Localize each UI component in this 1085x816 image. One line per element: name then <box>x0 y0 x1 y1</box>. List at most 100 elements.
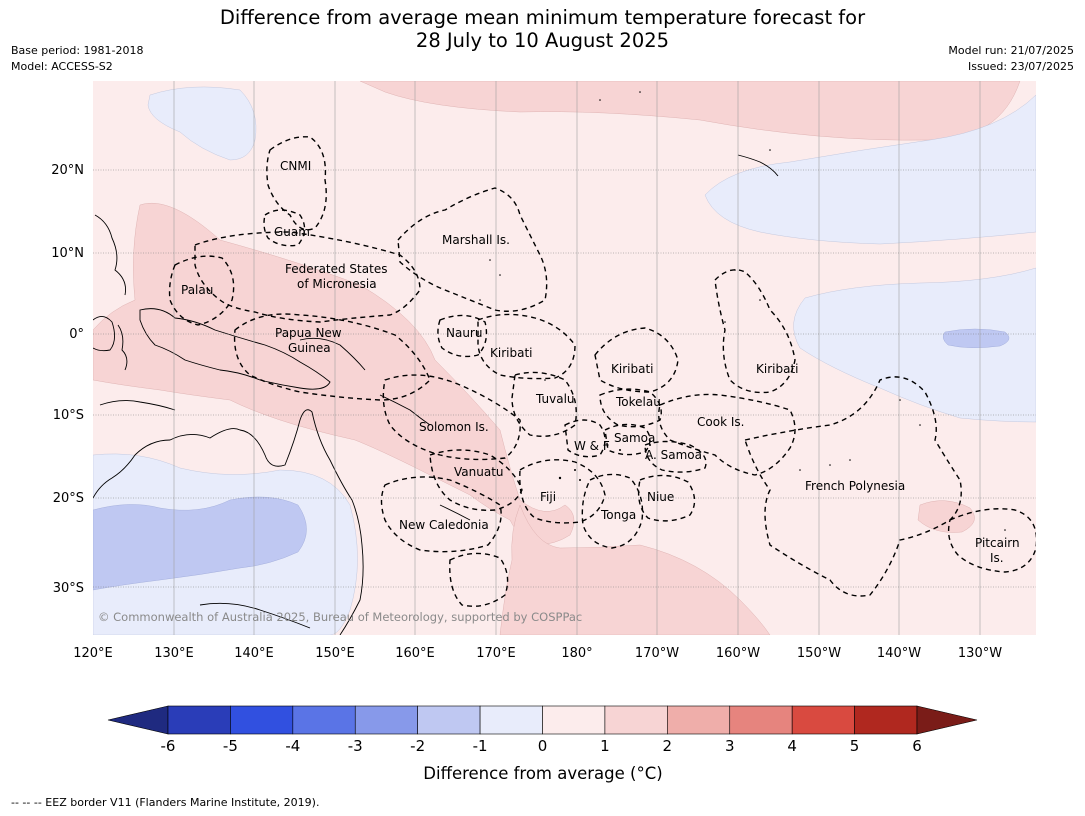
colorbar-tick-label: 2 <box>663 737 673 755</box>
cool-anomaly-strong-southwest <box>93 496 307 591</box>
land-nz-tip <box>199 602 311 629</box>
colorbar-tick-label: -3 <box>348 737 363 755</box>
eez-wallis-futuna <box>564 419 606 458</box>
land-philippines <box>94 214 126 296</box>
eez-png <box>233 313 431 401</box>
label-niue: Niue <box>647 490 674 504</box>
label-fsm-2: of Micronesia <box>297 277 377 291</box>
lon-label: 150°W <box>797 646 841 661</box>
eez-pitcairn <box>947 508 1036 573</box>
label-tokelau: Tokelau <box>615 395 661 409</box>
label-pitcairn-2: Is. <box>990 551 1004 565</box>
lat-tick-labels: 20°N 10°N 0° 10°S 20°S 30°S <box>51 163 84 596</box>
land-hawaii <box>737 154 779 177</box>
colorbar: -6 -5 -4 -3 -2 -1 0 1 2 3 4 5 6 Difference from aver… <box>107 705 978 783</box>
land-new-caledonia <box>439 504 471 521</box>
colorbar-cell <box>417 705 481 735</box>
forecast-map: CNMI Guam Marshall Is. Federated States … <box>51 81 1036 783</box>
label-wallis-futuna: W & F <box>574 439 610 453</box>
copyright-notice: © Commonwealth of Australia 2025, Bureau… <box>98 610 582 624</box>
land-timor <box>99 400 176 411</box>
lat-label: 10°S <box>53 408 84 423</box>
eez-kiribati-phoenix <box>594 327 679 393</box>
label-vanuatu: Vanuatu <box>454 465 504 479</box>
label-fsm-1: Federated States <box>285 262 387 276</box>
land-australia <box>93 409 364 635</box>
lon-label: 160°W <box>716 646 760 661</box>
label-guam: Guam <box>274 225 310 239</box>
colorbar-cell <box>854 705 918 735</box>
colorbar-tick-label: 0 <box>538 737 548 755</box>
label-french-polynesia: French Polynesia <box>805 479 905 493</box>
colorbar-cell <box>479 705 543 735</box>
eez-marshall <box>397 187 548 312</box>
title-line-1: Difference from average mean minimum tem… <box>219 6 866 29</box>
lon-label: 140°W <box>877 646 921 661</box>
colorbar-cell <box>167 705 231 735</box>
colorbar-tick-label: 5 <box>850 737 860 755</box>
lat-label: 30°S <box>53 581 84 596</box>
lat-label: 10°N <box>51 246 84 261</box>
colorbar-cell <box>230 705 294 735</box>
gridlines <box>173 81 981 635</box>
chart-title: Difference from average mean minimum tem… <box>0 6 1085 52</box>
lat-label: 20°N <box>51 163 84 178</box>
colorbar-title: Difference from average (°C) <box>423 764 662 783</box>
map-area: CNMI Guam Marshall Is. Federated States … <box>93 81 1036 635</box>
lat-label: 20°S <box>53 491 84 506</box>
cool-anomaly-east <box>793 267 1036 423</box>
colorbar-cell <box>791 705 855 735</box>
eez-cnmi <box>266 136 327 231</box>
eez-fiji <box>519 459 606 524</box>
label-kiribati-central: Kiribati <box>611 362 653 376</box>
eez-tokelau <box>599 388 662 428</box>
meta-left: Base period: 1981-2018 Model: ACCESS-S2 <box>11 43 143 75</box>
label-pitcairn-1: Pitcairn <box>975 536 1020 550</box>
colorbar-tick-label: -2 <box>410 737 425 755</box>
label-tonga: Tonga <box>600 508 636 522</box>
base-period: Base period: 1981-2018 <box>11 44 144 57</box>
eez-nauru <box>437 314 488 358</box>
label-png-1: Papua New <box>275 326 342 340</box>
label-cook: Cook Is. <box>697 415 744 429</box>
warm-anomaly-south <box>499 504 771 635</box>
lat-label: 0° <box>69 327 84 342</box>
label-cnmi: CNMI <box>280 159 311 173</box>
eez-solomons <box>382 374 521 461</box>
label-samoa: Samoa <box>614 431 655 445</box>
region-labels: CNMI Guam Marshall Is. Federated States … <box>181 159 1020 565</box>
label-kiribati-east: Kiribati <box>756 362 798 376</box>
cool-anomaly-north <box>147 86 257 161</box>
lon-label: 130°W <box>958 646 1002 661</box>
label-png-2: Guinea <box>288 341 331 355</box>
lon-label: 180° <box>561 646 592 661</box>
colorbar-tick-label: -1 <box>473 737 488 755</box>
land-borneo <box>93 316 115 352</box>
colorbar-extend-high <box>916 705 978 735</box>
colorbar-cell <box>542 705 606 735</box>
colorbar-cell <box>729 705 793 735</box>
label-nauru: Nauru <box>446 326 482 340</box>
label-kiribati-west: Kiribati <box>490 346 532 360</box>
label-tuvalu: Tuvalu <box>535 392 575 406</box>
eez-cook <box>658 393 796 476</box>
cool-anomaly-northeast <box>704 94 1036 245</box>
cool-anomaly-strong-east <box>942 328 1010 348</box>
label-new-caledonia: New Caledonia <box>399 518 489 532</box>
lon-label: 120°E <box>73 646 113 661</box>
eez-kiribati-gilbert <box>477 313 576 380</box>
warm-anomaly-french-polynesia <box>917 500 975 533</box>
land-bismarck <box>299 337 366 371</box>
colorbar-cell <box>667 705 731 735</box>
colorbar-cell <box>604 705 668 735</box>
lat-gridlines <box>93 169 1036 588</box>
colorbar-tick-label: 6 <box>912 737 922 755</box>
colorbar-tick-label: -4 <box>285 737 300 755</box>
eez-norfolk <box>449 552 509 607</box>
lon-label: 170°E <box>476 646 516 661</box>
eez-vanuatu <box>429 449 523 511</box>
label-marshall: Marshall Is. <box>442 233 510 247</box>
eez-new-caledonia <box>380 476 502 553</box>
colorbar-tick-label: 3 <box>725 737 735 755</box>
eez-american-samoa <box>644 440 707 473</box>
